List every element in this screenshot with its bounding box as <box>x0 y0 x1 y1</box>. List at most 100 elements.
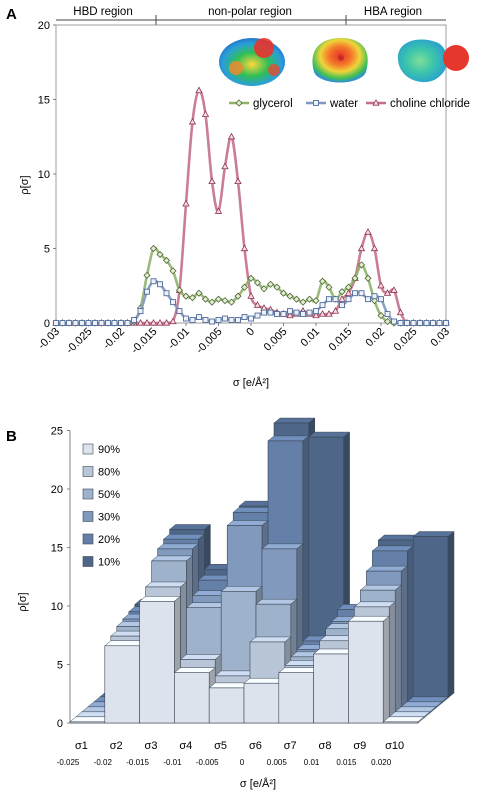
b-bar-30pct-top <box>156 543 200 550</box>
a-point-water <box>241 314 248 320</box>
b-bar-90pct <box>174 672 210 724</box>
a-point-glycerol <box>201 295 210 303</box>
a-point-glycerol <box>279 289 288 297</box>
a-point-water <box>384 311 391 318</box>
a-point-choline-chloride <box>318 310 327 317</box>
a-point-water <box>137 308 144 315</box>
panel-a-label: A <box>6 6 17 23</box>
a-point-water <box>228 317 235 323</box>
b-legend-swatch <box>82 466 94 477</box>
b-bar-80pct-top <box>179 654 222 660</box>
a-point-glycerol <box>383 317 392 326</box>
b-category-label: σ8 <box>319 740 332 752</box>
a-point-water <box>150 278 157 285</box>
molecule-choline-chloride-esp <box>397 39 469 83</box>
b-bar-90pct <box>313 653 349 724</box>
b-ytick-label: 0 <box>57 718 63 730</box>
b-legend-swatch <box>82 488 94 500</box>
a-point-glycerol <box>292 295 301 303</box>
b-category-value: -0.005 <box>196 758 219 767</box>
a-point-water <box>267 309 274 316</box>
a-ytick-label: 10 <box>38 169 50 181</box>
a-legend-marker <box>313 100 319 106</box>
a-xtick-label: -0.01 <box>166 326 192 352</box>
a-point-choline-chloride <box>169 317 177 325</box>
a-point-glycerol <box>234 292 242 300</box>
a-point-choline-chloride <box>377 281 385 289</box>
a-point-choline-chloride <box>383 289 392 296</box>
panel-b-bars <box>69 417 455 724</box>
b-bar-50pct-top <box>394 706 437 713</box>
b-bar-10pct-top <box>308 431 351 438</box>
b-bar-90pct-side <box>382 615 390 724</box>
a-point-water <box>222 315 228 322</box>
molecule-glycerol-esp <box>219 38 285 86</box>
b-ytick-label: 10 <box>51 601 63 613</box>
a-point-choline-chloride <box>240 244 249 252</box>
a-ytick-label: 15 <box>38 95 50 107</box>
b-category-value: -0.025 <box>57 758 80 767</box>
a-point-water <box>319 302 326 309</box>
a-point-glycerol <box>260 285 268 293</box>
b-category-label: σ10 <box>385 740 404 752</box>
a-xtick-label: 0.025 <box>392 326 420 354</box>
a-point-glycerol <box>318 277 327 285</box>
a-point-water <box>254 312 261 319</box>
b-legend-label: 10% <box>98 557 120 569</box>
panel-b-axes: 0 5 10 15 20 25 σ1 -0.025 σ2 -0.02 σ3 -0.015 σ4 -0.01… <box>51 426 418 767</box>
a-point-choline-chloride <box>188 117 197 125</box>
a-point-water <box>170 299 176 306</box>
a-point-water <box>196 314 202 320</box>
a-ytick-label: 0 <box>44 318 50 330</box>
a-point-choline-chloride <box>195 86 203 94</box>
a-point-water <box>248 315 254 322</box>
panel-b-ylabel: ρ[σ] <box>17 592 29 611</box>
a-point-glycerol <box>188 294 197 302</box>
b-category-label: σ2 <box>110 740 123 752</box>
a-point-water <box>443 320 449 326</box>
a-point-choline-chloride <box>370 244 379 252</box>
a-point-water <box>274 311 280 318</box>
b-category-label: σ1 <box>75 740 88 752</box>
a-xtick-label: -0.02 <box>101 326 127 352</box>
a-point-water <box>352 290 358 297</box>
b-bar-30pct-top <box>226 520 269 526</box>
a-point-water <box>235 317 241 323</box>
a-point-glycerol <box>195 289 203 297</box>
a-point-water <box>79 320 85 326</box>
a-point-choline-chloride <box>182 199 190 207</box>
a-point-choline-chloride <box>221 162 229 170</box>
a-point-water <box>124 320 131 326</box>
a-xtick-label: 0.02 <box>363 326 387 350</box>
b-bar-80pct-top <box>144 581 188 588</box>
a-point-water <box>300 311 306 318</box>
panel-b-label: B <box>6 428 17 445</box>
region-nonpolar: non-polar region <box>208 6 292 18</box>
a-point-choline-chloride <box>234 177 242 185</box>
a-point-glycerol <box>312 297 320 305</box>
molecule-water-esp <box>312 38 368 83</box>
b-category-value: -0.015 <box>126 758 149 767</box>
a-point-glycerol <box>149 244 158 253</box>
b-legend-swatch <box>82 511 94 522</box>
a-point-choline-chloride <box>136 318 145 326</box>
a-point-choline-chloride <box>143 318 151 326</box>
a-point-choline-chloride <box>357 244 366 252</box>
b-bar-90pct-top <box>138 596 182 602</box>
b-bar-80pct-top <box>353 601 396 608</box>
a-point-choline-chloride <box>344 289 353 296</box>
a-xtick-label: 0.03 <box>428 326 452 350</box>
a-ytick-label: 20 <box>38 20 50 32</box>
a-point-glycerol <box>169 267 177 275</box>
b-bar-50pct-top <box>220 586 263 592</box>
a-point-water <box>345 296 352 303</box>
b-bar-20pct-side <box>406 545 414 704</box>
b-bar-10pct-top <box>273 417 316 424</box>
a-point-glycerol <box>175 286 184 294</box>
a-point-glycerol <box>162 256 171 264</box>
region-header: HBD region non-polar region HBA region <box>56 6 446 25</box>
b-bar-90pct <box>139 601 175 724</box>
a-point-choline-chloride <box>338 295 346 302</box>
a-point-choline-chloride <box>156 318 164 326</box>
